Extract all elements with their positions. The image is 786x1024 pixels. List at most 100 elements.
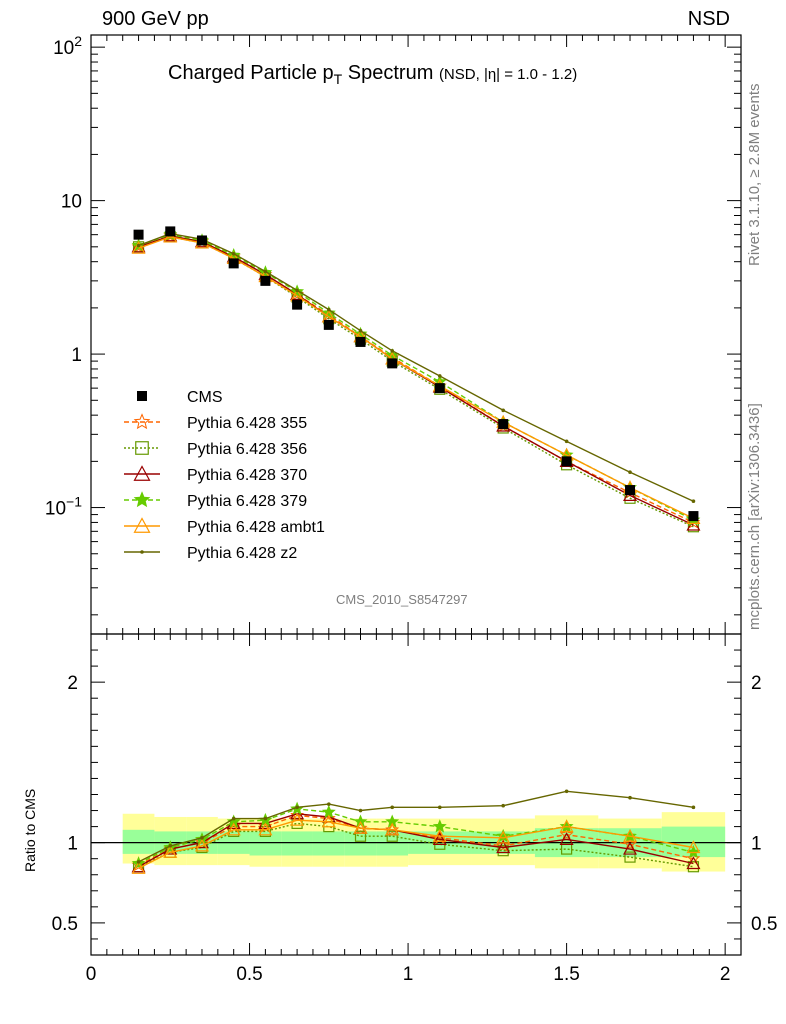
ratio-series-point xyxy=(226,822,241,836)
ratio-series-point xyxy=(496,840,511,854)
ratio-series-point xyxy=(437,805,442,810)
ratio-series-point xyxy=(564,789,569,794)
main-data-cms xyxy=(133,226,699,522)
main-series-point xyxy=(390,349,395,353)
ratio-series-point xyxy=(432,828,447,842)
main-series-point xyxy=(131,240,146,254)
ratio-y-tick-label-right: 2 xyxy=(751,673,762,694)
ratio-y-tick-label: 2 xyxy=(67,673,78,694)
legend-label: Pythia 6.428 355 xyxy=(187,415,307,432)
legend-label-cms: CMS xyxy=(187,389,223,406)
main-series-line xyxy=(138,232,694,502)
ratio-series-point xyxy=(691,805,696,810)
ratio-series-point xyxy=(496,830,511,844)
data-point xyxy=(688,511,699,522)
header-left: 900 GeV pp xyxy=(102,8,209,30)
ratio-band-inner xyxy=(344,831,377,856)
header-right: NSD xyxy=(687,8,730,30)
data-point xyxy=(561,456,572,467)
ratio-band-inner xyxy=(249,831,282,856)
ratio-series-point xyxy=(290,812,305,826)
main-y-tick-label: 102 xyxy=(53,33,82,59)
main-y-tick-label: 10 xyxy=(61,192,82,213)
data-point xyxy=(498,419,509,430)
analysis-id: CMS_2010_S8547297 xyxy=(336,592,468,607)
legend-marker-cms xyxy=(137,391,147,401)
ratio-series-point xyxy=(194,838,209,852)
main-series-point xyxy=(136,243,141,248)
ratio-series-point xyxy=(228,825,240,838)
ratio-series-line xyxy=(138,808,694,865)
ratio-series-point xyxy=(432,832,447,846)
data-point xyxy=(387,358,398,369)
ratio-series-point xyxy=(321,814,336,828)
ratio-series-point xyxy=(327,802,331,806)
ratio-band-inner xyxy=(312,831,345,856)
ratio-series-point xyxy=(358,808,363,813)
main-series-point xyxy=(295,288,299,293)
title-extra: (NSD, |η| = 1.0 - 1.2) xyxy=(438,66,578,83)
ratio-band-inner xyxy=(122,829,155,854)
data-point xyxy=(355,336,366,347)
ratio-band-inner xyxy=(376,831,409,856)
ratio-series-point xyxy=(623,841,638,855)
main-y-tick-label: 10−1 xyxy=(45,494,82,520)
ratio-series-point xyxy=(385,822,400,836)
ratio-series-point xyxy=(559,827,574,841)
ratio-series-point xyxy=(559,819,574,833)
ratio-series-point xyxy=(353,820,368,834)
main-series-point xyxy=(231,252,236,256)
title-main: Charged Particle p xyxy=(168,62,334,84)
main-series-6 xyxy=(136,231,696,504)
ratio-series-point xyxy=(623,837,637,851)
ratio-series-point xyxy=(200,836,204,840)
data-point xyxy=(133,229,144,240)
data-point xyxy=(165,226,176,237)
mcplots-label: mcplots.cern.ch [arXiv:1306.3436] xyxy=(746,403,763,630)
legend-marker xyxy=(140,550,144,554)
ratio-y-tick-label-right: 1 xyxy=(751,834,762,855)
legend-marker xyxy=(133,413,151,430)
data-point xyxy=(196,235,207,246)
legend-marker xyxy=(133,491,151,508)
main-series-point xyxy=(327,307,331,312)
ratio-series-point xyxy=(501,803,505,808)
ratio-y-tick-label-right: 0.5 xyxy=(751,914,777,935)
ratio-ylabel: Ratio to CMS xyxy=(22,788,38,872)
x-tick-label: 2 xyxy=(720,964,731,985)
rivet-label: Rivet 3.1.10, ≥ 2.8M events xyxy=(746,83,763,267)
ratio-series-point xyxy=(390,805,395,810)
main-series-point xyxy=(263,269,268,274)
x-ticks xyxy=(90,35,726,955)
ratio-series-point xyxy=(231,816,236,821)
x-tick-label: 0 xyxy=(86,964,97,985)
ratio-series-point xyxy=(263,816,268,821)
ratio-y-ticks xyxy=(91,649,741,940)
ratio-series-point xyxy=(385,822,400,836)
ratio-series-line xyxy=(138,813,694,868)
legend-label: Pythia 6.428 370 xyxy=(187,467,307,484)
legend-marker xyxy=(133,517,151,533)
ratio-series-point xyxy=(258,822,273,836)
ratio-frame xyxy=(90,633,742,956)
ratio-series-point xyxy=(168,844,173,848)
main-series-point xyxy=(437,374,442,378)
main-series-point xyxy=(691,499,696,504)
legend-marker xyxy=(135,441,149,455)
main-series-point xyxy=(564,439,569,444)
legend-label: Pythia 6.428 379 xyxy=(187,493,307,510)
legend-label: Pythia 6.428 356 xyxy=(187,441,307,458)
ratio-y-tick-label: 1 xyxy=(67,834,78,855)
ratio-series-point xyxy=(386,830,398,842)
main-series-line xyxy=(138,236,694,528)
x-tick-label: 1 xyxy=(403,964,414,985)
main-series-point xyxy=(163,229,178,243)
legend: CMS Pythia 6.428 355 Pythia 6.428 356 Pythi… xyxy=(124,389,325,562)
ratio-series-point xyxy=(163,845,178,858)
data-point xyxy=(625,485,636,496)
ratio-series-point xyxy=(136,860,141,864)
ratio-y-tick-label: 0.5 xyxy=(52,914,78,935)
ratio-series-line xyxy=(138,790,694,863)
data-point xyxy=(292,299,303,310)
